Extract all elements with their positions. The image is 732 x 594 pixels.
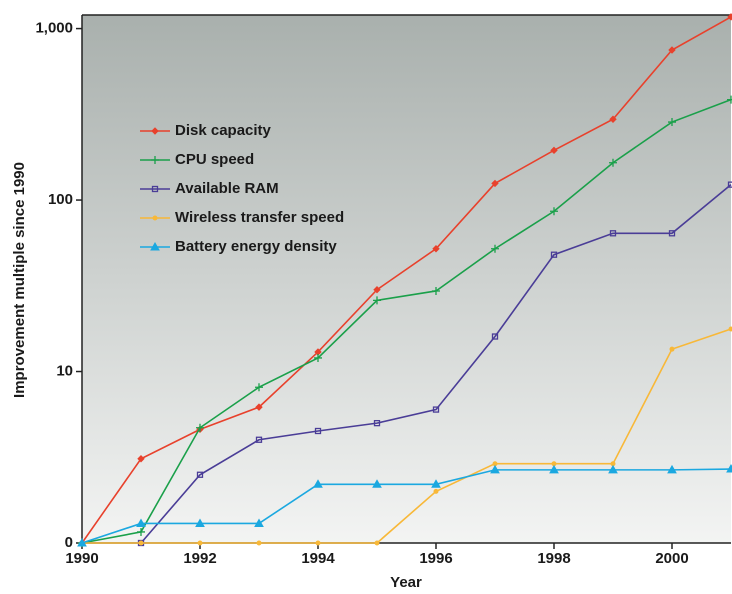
marker bbox=[137, 455, 145, 463]
marker bbox=[372, 479, 382, 488]
marker bbox=[255, 436, 263, 443]
plot-area bbox=[82, 15, 731, 543]
legend-label: Disk capacity bbox=[175, 122, 272, 139]
marker bbox=[608, 464, 618, 474]
x-tick-label: 1994 bbox=[301, 550, 335, 567]
marker bbox=[373, 296, 381, 305]
series-line bbox=[81, 468, 732, 544]
legend-marker bbox=[151, 127, 159, 135]
marker bbox=[727, 95, 732, 104]
marker bbox=[609, 115, 617, 123]
marker bbox=[669, 346, 675, 352]
y-tick-label: 0 bbox=[65, 534, 73, 551]
marker bbox=[314, 427, 322, 435]
marker bbox=[256, 540, 262, 546]
marker bbox=[550, 251, 558, 258]
marker bbox=[195, 518, 205, 527]
legend-label: Wireless transfer speed bbox=[175, 209, 344, 226]
series-line bbox=[81, 16, 732, 544]
marker bbox=[490, 464, 500, 474]
x-tick-label: 1998 bbox=[537, 550, 570, 567]
legend-marker bbox=[150, 241, 160, 251]
marker bbox=[728, 326, 732, 332]
marker bbox=[373, 286, 381, 294]
x-axis-label: Year bbox=[390, 574, 422, 591]
y-axis-label: Improvement multiple since 1990 bbox=[11, 162, 28, 398]
x-tick-label: 2000 bbox=[655, 550, 688, 567]
marker bbox=[432, 245, 440, 253]
marker bbox=[136, 518, 146, 527]
marker bbox=[314, 353, 322, 362]
marker bbox=[315, 540, 321, 546]
marker bbox=[549, 464, 559, 474]
marker bbox=[432, 286, 440, 295]
marker bbox=[668, 46, 676, 54]
legend-label: Battery energy density bbox=[175, 238, 337, 255]
marker bbox=[668, 230, 676, 237]
marker bbox=[667, 464, 677, 474]
series-line bbox=[81, 98, 732, 544]
x-tick-label: 1992 bbox=[183, 550, 216, 567]
legend-label: Available RAM bbox=[175, 180, 279, 197]
marker bbox=[491, 244, 499, 253]
marker bbox=[727, 13, 732, 21]
marker bbox=[491, 179, 499, 188]
series-line bbox=[140, 184, 732, 544]
marker bbox=[431, 479, 441, 488]
marker bbox=[138, 540, 144, 546]
marker bbox=[433, 488, 439, 494]
marker bbox=[609, 230, 617, 237]
marker bbox=[373, 419, 381, 427]
marker bbox=[727, 181, 732, 188]
legend-marker bbox=[151, 156, 159, 164]
marker bbox=[313, 479, 323, 488]
marker bbox=[726, 464, 732, 473]
y-tick-label: 1,000 bbox=[35, 20, 73, 37]
legend-marker bbox=[151, 185, 159, 193]
series-line bbox=[82, 328, 732, 544]
marker bbox=[197, 540, 203, 546]
marker bbox=[550, 146, 558, 155]
marker bbox=[491, 333, 499, 340]
marker bbox=[374, 540, 380, 546]
marker bbox=[432, 406, 440, 413]
marker bbox=[254, 518, 264, 527]
marker bbox=[137, 527, 145, 536]
marker bbox=[609, 158, 617, 167]
marker bbox=[255, 383, 263, 392]
marker bbox=[196, 423, 204, 432]
legend-label: CPU speed bbox=[175, 151, 254, 168]
marker bbox=[255, 403, 263, 411]
x-tick-label: 1990 bbox=[65, 550, 98, 567]
marker bbox=[196, 471, 204, 478]
marker bbox=[550, 207, 558, 216]
legend-marker bbox=[152, 215, 158, 221]
marker bbox=[668, 118, 676, 127]
marker bbox=[77, 537, 87, 547]
y-tick-label: 10 bbox=[56, 362, 73, 379]
x-tick-label: 1996 bbox=[419, 550, 452, 567]
y-tick-label: 100 bbox=[48, 191, 73, 208]
